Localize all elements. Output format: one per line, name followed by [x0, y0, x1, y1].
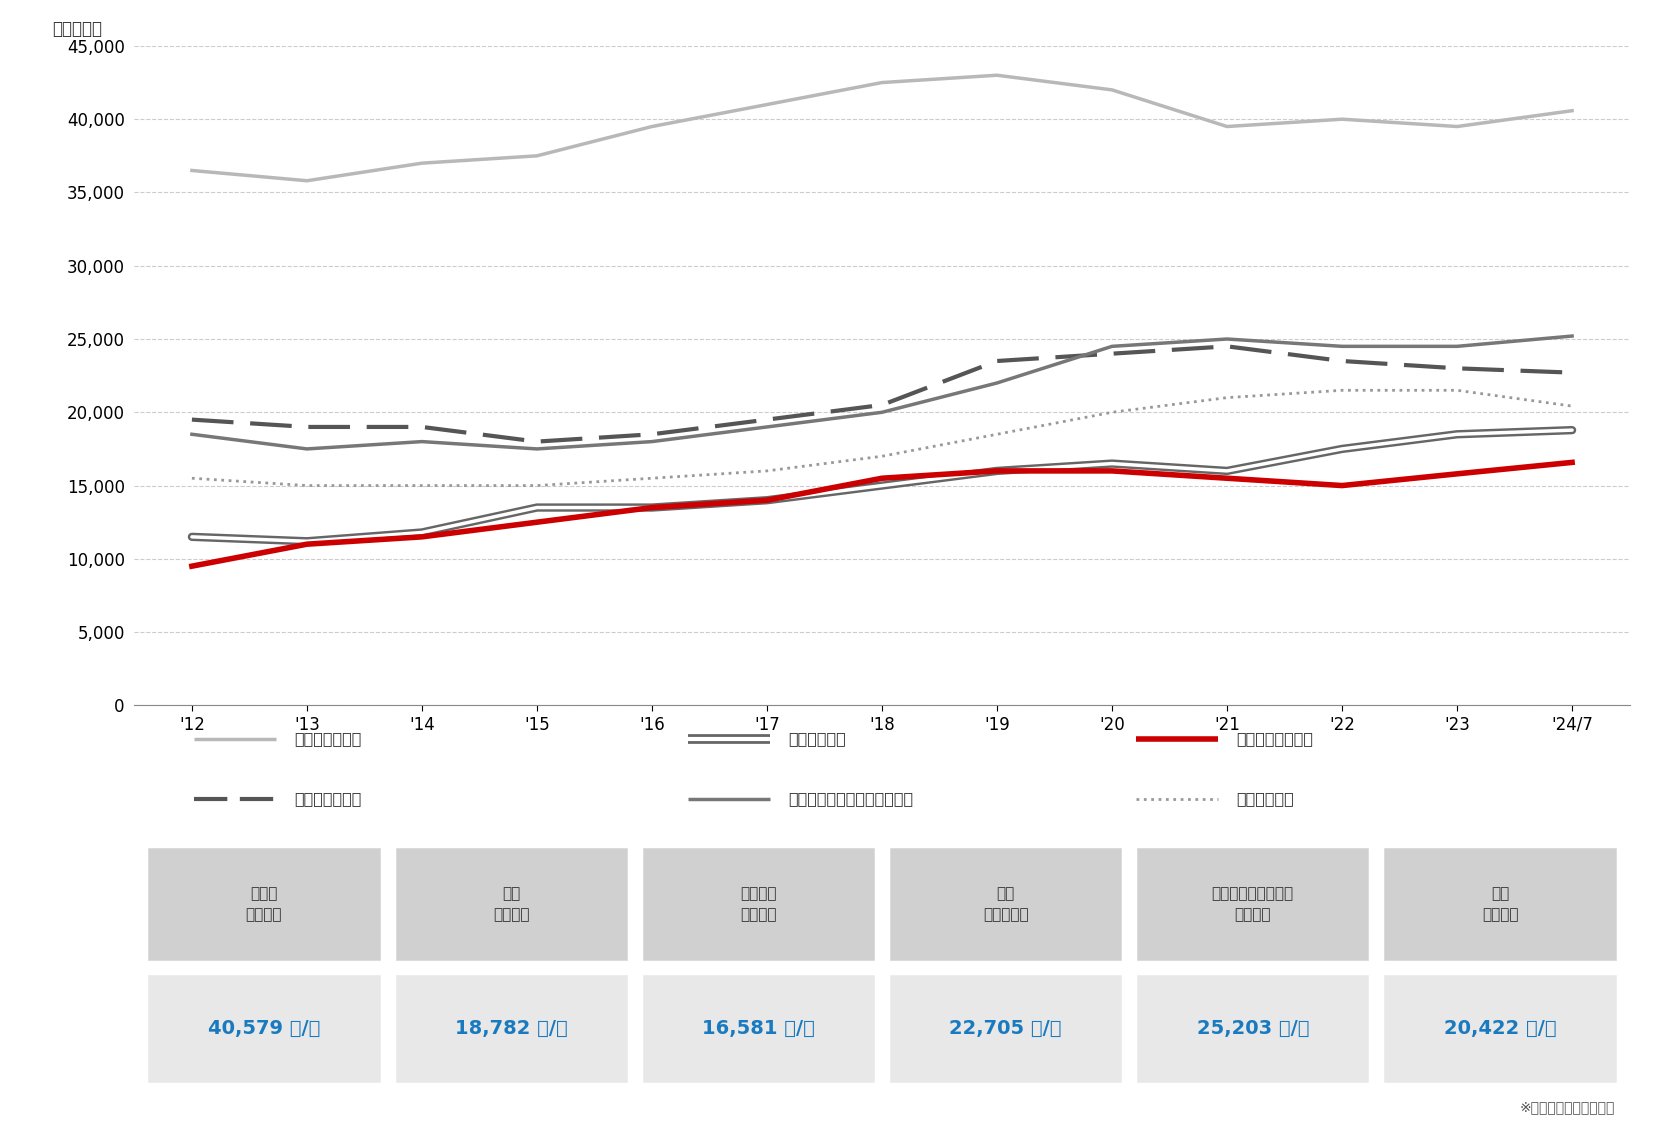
Text: 駅前本町（仙台）: 駅前本町（仙台） — [1236, 731, 1314, 746]
Text: 天神（福岡）: 天神（福岡） — [1236, 791, 1294, 806]
Bar — [640, 846, 875, 962]
Text: 25,203 円/嵪: 25,203 円/嵪 — [1196, 1019, 1309, 1038]
Text: 40,579 円/嵪: 40,579 円/嵪 — [208, 1019, 321, 1038]
Bar — [146, 974, 381, 1084]
Text: 名駅（名古屋）: 名駅（名古屋） — [294, 791, 361, 806]
Text: （円／嵪）: （円／嵪） — [52, 20, 102, 38]
Text: 20,422 円/嵪: 20,422 円/嵪 — [1443, 1019, 1556, 1038]
Text: 丸の内（東京）: 丸の内（東京） — [294, 731, 361, 746]
Bar — [393, 846, 628, 962]
Bar — [640, 974, 875, 1084]
Text: 丸の内
（東京）: 丸の内 （東京） — [245, 886, 282, 923]
Bar — [146, 846, 381, 962]
Text: 梅田・堂島・中之島
（大阪）: 梅田・堂島・中之島 （大阪） — [1211, 886, 1294, 923]
Bar — [1136, 846, 1371, 962]
Bar — [1383, 846, 1618, 962]
Text: 名駅
（名古屋）: 名駅 （名古屋） — [983, 886, 1028, 923]
Text: 18,782 円/嵪: 18,782 円/嵪 — [455, 1019, 568, 1038]
Text: 16,581 円/嵪: 16,581 円/嵪 — [702, 1019, 815, 1038]
Text: 22,705 円/嵪: 22,705 円/嵪 — [949, 1019, 1062, 1038]
Bar — [889, 974, 1124, 1084]
Text: ※　募集賃料：共益費込: ※ 募集賃料：共益費込 — [1519, 1100, 1614, 1114]
Bar — [1383, 974, 1618, 1084]
Text: 南口（札幌）: 南口（札幌） — [788, 731, 845, 746]
Text: 駅前本町
（仙台）: 駅前本町 （仙台） — [741, 886, 776, 923]
Text: 南口
（札幌）: 南口 （札幌） — [492, 886, 529, 923]
Bar — [393, 974, 628, 1084]
Text: 梅田・堂島・中之島（大阪）: 梅田・堂島・中之島（大阪） — [788, 791, 912, 806]
Bar — [889, 846, 1124, 962]
Text: 天神
（福岡）: 天神 （福岡） — [1482, 886, 1519, 923]
Bar — [1136, 974, 1371, 1084]
